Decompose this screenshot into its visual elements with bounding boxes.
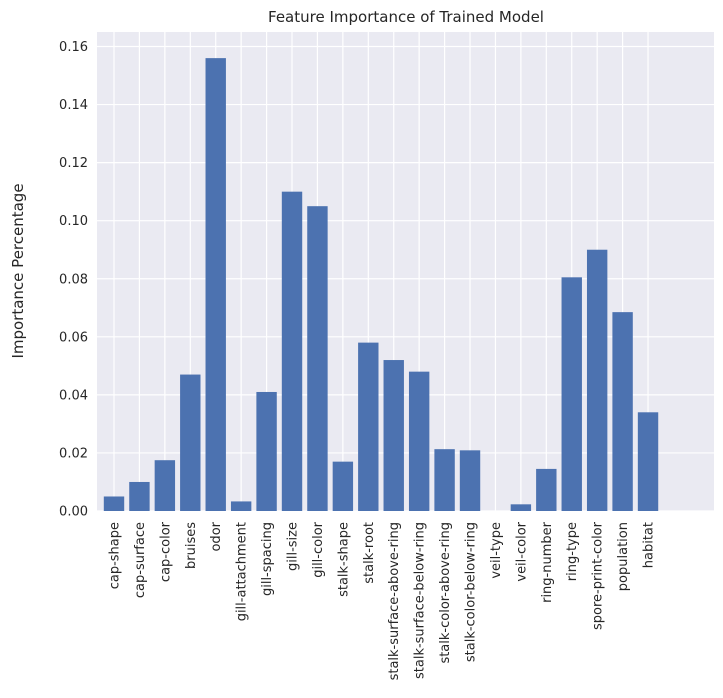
bar-habitat bbox=[637, 412, 659, 511]
bar-cap-shape bbox=[103, 496, 125, 511]
bar-gill-size bbox=[281, 191, 303, 511]
x-tick-label: gill-color bbox=[311, 521, 326, 577]
y-tick-label: 0.06 bbox=[59, 330, 88, 345]
x-tick-label: stalk-surface-below-ring bbox=[413, 522, 428, 679]
bar-stalk-color-below-ring bbox=[459, 450, 481, 511]
x-tick-label: odor bbox=[209, 521, 224, 551]
bar-veil-color bbox=[510, 504, 532, 511]
bar-stalk-root bbox=[358, 342, 379, 511]
bar-spore-print-color bbox=[586, 249, 608, 511]
y-tick-label: 0.04 bbox=[59, 388, 88, 403]
y-tick-label: 0.00 bbox=[59, 505, 88, 520]
x-tick-label: gill-attachment bbox=[235, 522, 250, 621]
bar-stalk-color-above-ring bbox=[434, 449, 455, 511]
x-tick-label: gill-spacing bbox=[260, 522, 275, 596]
x-tick-label: stalk-shape bbox=[336, 522, 351, 597]
y-tick-label: 0.10 bbox=[59, 214, 88, 229]
x-tick-label: cap-shape bbox=[108, 522, 123, 589]
y-tick-label: 0.16 bbox=[59, 40, 88, 55]
bar-gill-color bbox=[307, 206, 328, 511]
bar-population bbox=[612, 312, 633, 511]
y-tick-label: 0.12 bbox=[59, 156, 88, 171]
x-tick-label: population bbox=[616, 522, 631, 591]
y-tick-label: 0.14 bbox=[59, 98, 88, 113]
x-tick-label: ring-number bbox=[540, 521, 555, 603]
y-tick-labels: 0.00 0.02 0.04 0.06 0.08 0.10 0.12 0.14 0.16 bbox=[59, 40, 88, 519]
bar-gill-attachment bbox=[230, 501, 252, 511]
bar-ring-number bbox=[536, 468, 557, 511]
y-tick-label: 0.08 bbox=[59, 272, 88, 287]
x-tick-label: veil-type bbox=[489, 522, 504, 579]
bar-stalk-shape bbox=[332, 461, 354, 511]
bar-stalk-surface-below-ring bbox=[408, 371, 430, 511]
y-axis-title: Importance Percentage bbox=[9, 183, 27, 358]
x-tick-label: stalk-color-below-ring bbox=[464, 522, 479, 662]
x-tick-label: ring-type bbox=[565, 522, 580, 581]
bar-cap-color bbox=[154, 460, 176, 511]
x-tick-label: habitat bbox=[642, 522, 657, 568]
bar-gill-spacing bbox=[256, 391, 277, 511]
x-tick-label: stalk-root bbox=[362, 522, 377, 584]
x-tick-label: stalk-surface-above-ring bbox=[387, 522, 402, 680]
x-tick-label: cap-color bbox=[158, 521, 173, 582]
bar-ring-type bbox=[561, 277, 582, 511]
bars bbox=[103, 58, 659, 512]
x-tick-label: cap-surface bbox=[133, 522, 148, 598]
x-tick-label: stalk-color-above-ring bbox=[438, 522, 453, 664]
x-tick-label: bruises bbox=[184, 522, 199, 569]
bar-stalk-surface-above-ring bbox=[383, 360, 404, 511]
x-tick-labels: cap-shape cap-surface cap-color bruises odor… bbox=[108, 521, 657, 680]
bar-cap-surface bbox=[129, 481, 150, 511]
chart-title: Feature Importance of Trained Model bbox=[268, 8, 544, 26]
x-tick-label: gill-size bbox=[286, 522, 301, 571]
x-tick-label: spore-print-color bbox=[591, 521, 606, 630]
y-tick-label: 0.02 bbox=[59, 446, 88, 461]
bar-odor bbox=[205, 58, 226, 512]
x-tick-label: veil-color bbox=[514, 521, 529, 581]
bar-bruises bbox=[180, 374, 201, 511]
